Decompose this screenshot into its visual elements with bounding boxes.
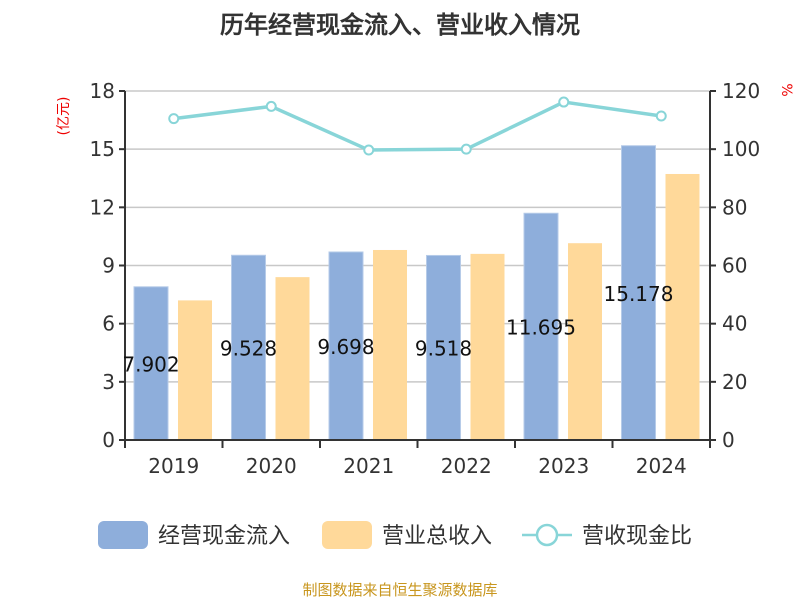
legend-swatch-revenue <box>322 521 372 549</box>
data-label-cash-inflow: 7.902 <box>122 352 179 376</box>
legend-label-cash-inflow: 经营现金流入 <box>158 524 290 549</box>
legend-label-cash-ratio: 营收现金比 <box>582 524 692 549</box>
line-point <box>558 96 570 108</box>
legend-swatch-cash-inflow <box>98 521 148 549</box>
footer-source: 制图数据来自恒生聚源数据库 <box>302 581 497 599</box>
data-label-cash-inflow: 9.528 <box>220 337 277 361</box>
y-tick-label-left: 18 <box>90 79 115 103</box>
bar-revenue <box>568 243 602 440</box>
data-label-cash-inflow: 9.698 <box>317 335 374 359</box>
bar-revenue <box>665 173 700 441</box>
y-tick-label-left: 6 <box>102 312 115 336</box>
legend-swatch-marker <box>535 523 559 547</box>
y-tick-label-right: 120 <box>722 79 760 103</box>
bar-cash-inflow <box>523 212 559 441</box>
y-tick-label-left: 15 <box>90 137 115 161</box>
y-axis-right-label: % <box>778 83 794 96</box>
bar-revenue <box>275 277 310 440</box>
x-tick-label: 2020 <box>246 454 297 478</box>
bar-cash-inflow <box>621 145 656 441</box>
bar-cash-inflow <box>328 251 364 441</box>
bar-revenue <box>178 300 212 440</box>
y-tick-label-right: 60 <box>722 254 747 278</box>
y-tick-label-left: 9 <box>102 254 115 278</box>
line-point <box>265 100 277 112</box>
x-tick-label: 2022 <box>441 454 492 478</box>
line-cash-ratio <box>173 100 662 152</box>
y-tick-label-right: 20 <box>722 370 747 394</box>
y-tick-label-left: 0 <box>102 428 115 452</box>
bar-revenue <box>470 253 505 440</box>
bar-revenue <box>373 249 407 440</box>
x-tick-label: 2021 <box>343 454 394 478</box>
bar-cash-inflow <box>231 254 266 441</box>
data-label-cash-inflow: 11.695 <box>506 316 576 340</box>
data-label-cash-inflow: 9.518 <box>415 337 472 361</box>
line-point <box>655 110 667 122</box>
data-label-cash-inflow: 15.178 <box>604 282 674 306</box>
y-tick-label-left: 3 <box>102 370 115 394</box>
y-tick-label-right: 80 <box>722 195 747 219</box>
y-axis-left-label: (亿元) <box>56 97 72 136</box>
chart-title: 历年经营现金流入、营业收入情况 <box>220 11 580 39</box>
x-tick-label: 2019 <box>148 454 199 478</box>
x-tick-label: 2023 <box>538 454 589 478</box>
legend-label-revenue: 营业总收入 <box>382 524 492 549</box>
y-tick-label-left: 12 <box>90 195 115 219</box>
x-tick-label: 2024 <box>636 454 687 478</box>
y-tick-label-right: 100 <box>722 137 760 161</box>
y-tick-label-right: 0 <box>722 428 735 452</box>
line-point <box>168 113 180 125</box>
line-point <box>363 144 375 156</box>
line-point <box>460 143 472 155</box>
y-tick-label-right: 40 <box>722 312 747 336</box>
bar-cash-inflow <box>426 254 461 441</box>
